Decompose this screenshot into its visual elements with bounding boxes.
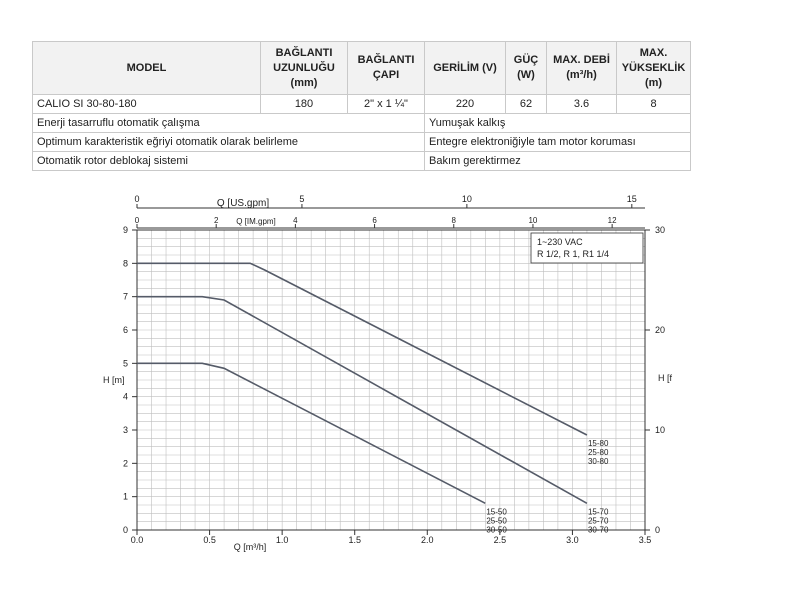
table-header-row: MODEL BAĞLANTI UZUNLUĞU (mm) BAĞLANTI ÇAPI … <box>32 41 691 95</box>
top-imgpm-tick-label: 8 <box>452 216 457 225</box>
right-tick-label: 10 <box>655 425 665 435</box>
header-connection-diameter: BAĞLANTI ÇAPI <box>347 41 425 95</box>
feature-left: Optimum karakteristik eğriyi otomatik ol… <box>32 132 425 152</box>
top-imgpm-tick-label: 6 <box>372 216 377 225</box>
y-tick-label: 7 <box>123 292 128 302</box>
curve-label: 15-70 <box>588 507 609 516</box>
curve-label: 30-70 <box>588 525 609 534</box>
top-axis-imgpm-label: Q [IM.gpm] <box>236 217 276 226</box>
top-usgpm-tick-label: 5 <box>299 194 304 204</box>
feature-row: Optimum karakteristik eğriyi otomatik ol… <box>32 132 691 152</box>
top-imgpm-tick-label: 12 <box>608 216 617 225</box>
feature-right: Bakım gerektirmez <box>424 151 691 171</box>
y-tick-label: 3 <box>123 425 128 435</box>
feature-left: Otomatik rotor deblokaj sistemi <box>32 151 425 171</box>
feature-row: Enerji tasarruflu otomatik çalışma Yumuş… <box>32 113 691 133</box>
curve-label: 25-70 <box>588 516 609 525</box>
top-imgpm-tick-label: 0 <box>135 216 140 225</box>
info-box <box>530 232 644 264</box>
x-tick-label: 0.0 <box>131 535 144 545</box>
y-tick-label: 1 <box>123 492 128 502</box>
right-axis-label: H [f <box>658 373 673 383</box>
y-tick-label: 4 <box>123 392 128 402</box>
x-tick-label: 2.0 <box>421 535 434 545</box>
table-row: CALIO SI 30-80-180 180 2" x 1 ¼" 220 62 … <box>32 94 691 114</box>
x-tick-label: 2.5 <box>494 535 507 545</box>
y-tick-label: 8 <box>123 258 128 268</box>
curve-label: 30-80 <box>588 457 609 466</box>
right-tick-label: 30 <box>655 225 665 235</box>
curve-label: 25-80 <box>588 448 609 457</box>
info-box-line: 1~230 VAC <box>537 237 583 247</box>
right-tick-label: 0 <box>655 525 660 535</box>
cell-length: 180 <box>260 94 348 114</box>
top-axis-usgpm-label: Q [US.gpm] <box>217 198 269 209</box>
y-tick-label: 0 <box>123 525 128 535</box>
feature-right: Entegre elektroniğiyle tam motor korumas… <box>424 132 691 152</box>
x-tick-label: 0.5 <box>203 535 216 545</box>
top-usgpm-tick-label: 0 <box>134 194 139 204</box>
y-tick-label: 9 <box>123 225 128 235</box>
x-tick-label: 3.5 <box>639 535 652 545</box>
cell-power: 62 <box>505 94 547 114</box>
y-axis-label: H [m] <box>103 375 125 385</box>
top-usgpm-tick-label: 15 <box>627 194 637 204</box>
feature-row: Otomatik rotor deblokaj sistemi Bakım ge… <box>32 151 691 171</box>
header-voltage: GERİLİM (V) <box>424 41 506 95</box>
top-imgpm-tick-label: 10 <box>528 216 537 225</box>
curve-label: 30-50 <box>486 525 507 534</box>
cell-model: CALIO SI 30-80-180 <box>32 94 261 114</box>
top-imgpm-tick-label: 4 <box>293 216 298 225</box>
cell-voltage: 220 <box>424 94 506 114</box>
curve-label: 25-50 <box>486 516 507 525</box>
x-tick-label: 3.0 <box>566 535 579 545</box>
right-tick-label: 20 <box>655 325 665 335</box>
y-tick-label: 2 <box>123 458 128 468</box>
top-imgpm-tick-label: 2 <box>214 216 219 225</box>
header-model: MODEL <box>32 41 261 95</box>
header-max-flow: MAX. DEBİ (m³/h) <box>546 41 617 95</box>
y-tick-label: 5 <box>123 358 128 368</box>
curve-label: 15-80 <box>588 439 609 448</box>
plot-frame <box>136 229 646 531</box>
x-axis-label: Q [m³/h] <box>234 542 267 552</box>
x-tick-label: 1.0 <box>276 535 289 545</box>
x-tick-label: 1.5 <box>348 535 361 545</box>
pump-curve-line <box>137 362 486 505</box>
curve-label: 15-50 <box>486 507 507 516</box>
pump-curve-line <box>137 262 588 436</box>
top-usgpm-tick-label: 10 <box>462 194 472 204</box>
header-max-head: MAX. YÜKSEKLİK (m) <box>616 41 691 95</box>
y-tick-label: 6 <box>123 325 128 335</box>
pump-curve-line <box>137 295 588 504</box>
info-box-line: R 1/2, R 1, R1 1/4 <box>537 249 609 259</box>
spec-table: MODEL BAĞLANTI UZUNLUĞU (mm) BAĞLANTI ÇAPI … <box>32 41 691 171</box>
feature-right: Yumuşak kalkış <box>424 113 691 133</box>
